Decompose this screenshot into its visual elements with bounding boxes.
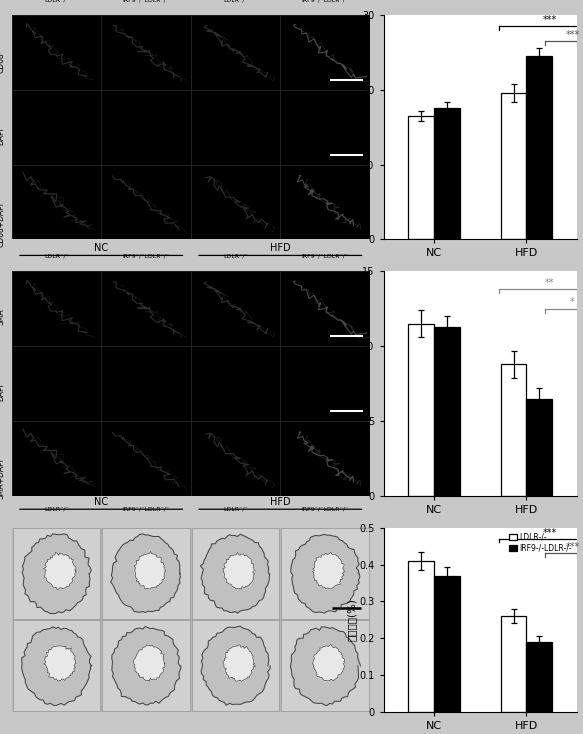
Polygon shape bbox=[201, 626, 270, 705]
Bar bbox=[282, 620, 368, 711]
Polygon shape bbox=[111, 534, 180, 612]
Bar bbox=[101, 421, 191, 496]
Bar bbox=[101, 164, 191, 239]
Polygon shape bbox=[312, 644, 345, 681]
Polygon shape bbox=[134, 644, 165, 681]
Bar bbox=[501, 93, 526, 239]
Bar bbox=[12, 421, 101, 496]
Bar bbox=[191, 164, 280, 239]
Polygon shape bbox=[291, 534, 360, 613]
Text: SMA+DAPI: SMA+DAPI bbox=[0, 459, 5, 499]
Text: **: ** bbox=[545, 278, 554, 288]
Bar bbox=[192, 528, 279, 619]
Polygon shape bbox=[201, 534, 270, 613]
Bar bbox=[191, 90, 280, 164]
Polygon shape bbox=[44, 646, 76, 681]
Bar bbox=[526, 642, 552, 712]
Text: LDLR⁻/⁻: LDLR⁻/⁻ bbox=[223, 0, 248, 2]
Bar bbox=[101, 346, 191, 421]
Text: CD68: CD68 bbox=[0, 52, 5, 73]
Polygon shape bbox=[134, 551, 166, 589]
Y-axis label: CD68 (%): CD68 (%) bbox=[349, 102, 359, 152]
Text: ***: *** bbox=[566, 29, 580, 40]
Bar bbox=[501, 364, 526, 496]
Bar bbox=[409, 116, 434, 239]
Bar bbox=[409, 324, 434, 496]
Text: HFD: HFD bbox=[270, 497, 290, 507]
Bar bbox=[434, 575, 460, 712]
Text: SMA: SMA bbox=[0, 308, 5, 325]
Bar bbox=[280, 346, 370, 421]
Bar bbox=[409, 561, 434, 712]
Bar bbox=[280, 271, 370, 346]
Legend: LDLR-/-, IRF9-/-LDLR-/-: LDLR-/-, IRF9-/-LDLR-/- bbox=[508, 531, 573, 554]
Bar bbox=[12, 164, 101, 239]
Bar bbox=[280, 15, 370, 90]
Bar bbox=[526, 399, 552, 496]
Bar bbox=[191, 271, 280, 346]
Text: LDLR⁻/⁻: LDLR⁻/⁻ bbox=[44, 0, 69, 2]
Text: LDLR⁻/⁻: LDLR⁻/⁻ bbox=[44, 507, 69, 512]
Polygon shape bbox=[22, 534, 91, 614]
Bar bbox=[280, 421, 370, 496]
Text: ***: *** bbox=[542, 528, 557, 538]
Text: NC: NC bbox=[94, 497, 108, 507]
Bar bbox=[102, 620, 189, 711]
Bar bbox=[102, 528, 189, 619]
Text: LDLR⁻/⁻: LDLR⁻/⁻ bbox=[44, 254, 69, 259]
Bar bbox=[192, 620, 279, 711]
Bar bbox=[12, 271, 101, 346]
Bar bbox=[12, 15, 101, 90]
Bar bbox=[434, 327, 460, 496]
Bar bbox=[12, 90, 101, 164]
Bar bbox=[13, 528, 100, 619]
Bar bbox=[280, 164, 370, 239]
Bar bbox=[12, 346, 101, 421]
Polygon shape bbox=[112, 627, 181, 705]
Bar bbox=[501, 616, 526, 712]
Bar bbox=[13, 620, 100, 711]
Text: IRF9⁻/⁻LDLR⁻/⁻: IRF9⁻/⁻LDLR⁻/⁻ bbox=[301, 507, 349, 512]
Bar bbox=[280, 90, 370, 164]
Polygon shape bbox=[223, 644, 256, 682]
Polygon shape bbox=[312, 552, 345, 589]
Text: LDLR⁻/⁻: LDLR⁻/⁻ bbox=[223, 254, 248, 259]
Bar bbox=[101, 90, 191, 164]
Text: HFD: HFD bbox=[270, 243, 290, 252]
Text: IRF9⁻/⁻LDLR⁻/⁻: IRF9⁻/⁻LDLR⁻/⁻ bbox=[122, 254, 170, 259]
Text: CD68+DAPI: CD68+DAPI bbox=[0, 202, 5, 247]
Y-axis label: SMA(%): SMA(%) bbox=[349, 363, 359, 404]
Text: ***: *** bbox=[542, 15, 557, 25]
Polygon shape bbox=[43, 552, 76, 589]
Text: NC: NC bbox=[94, 243, 108, 252]
Polygon shape bbox=[223, 553, 255, 589]
Bar bbox=[191, 15, 280, 90]
Y-axis label: 胶原含量(%): 胶原含量(%) bbox=[346, 598, 356, 642]
Text: *: * bbox=[570, 297, 575, 308]
Bar bbox=[101, 271, 191, 346]
Polygon shape bbox=[22, 627, 92, 705]
Text: IRF9⁻/⁻LDLR⁻/⁻: IRF9⁻/⁻LDLR⁻/⁻ bbox=[122, 0, 170, 2]
Text: ***: *** bbox=[566, 542, 580, 553]
Bar bbox=[282, 528, 368, 619]
Text: LDLR⁻/⁻: LDLR⁻/⁻ bbox=[223, 507, 248, 512]
Text: IRF9⁻/⁻LDLR⁻/⁻: IRF9⁻/⁻LDLR⁻/⁻ bbox=[301, 254, 349, 259]
Bar bbox=[191, 346, 280, 421]
Text: DAPI: DAPI bbox=[0, 127, 5, 145]
Bar bbox=[526, 56, 552, 239]
Bar bbox=[101, 15, 191, 90]
Text: IRF9⁻/⁻LDLR⁻/⁻: IRF9⁻/⁻LDLR⁻/⁻ bbox=[301, 0, 349, 2]
Text: DAPI: DAPI bbox=[0, 384, 5, 401]
Bar bbox=[434, 109, 460, 239]
Bar bbox=[191, 421, 280, 496]
Text: IRF9⁻/⁻LDLR⁻/⁻: IRF9⁻/⁻LDLR⁻/⁻ bbox=[122, 507, 170, 512]
Polygon shape bbox=[290, 627, 360, 705]
